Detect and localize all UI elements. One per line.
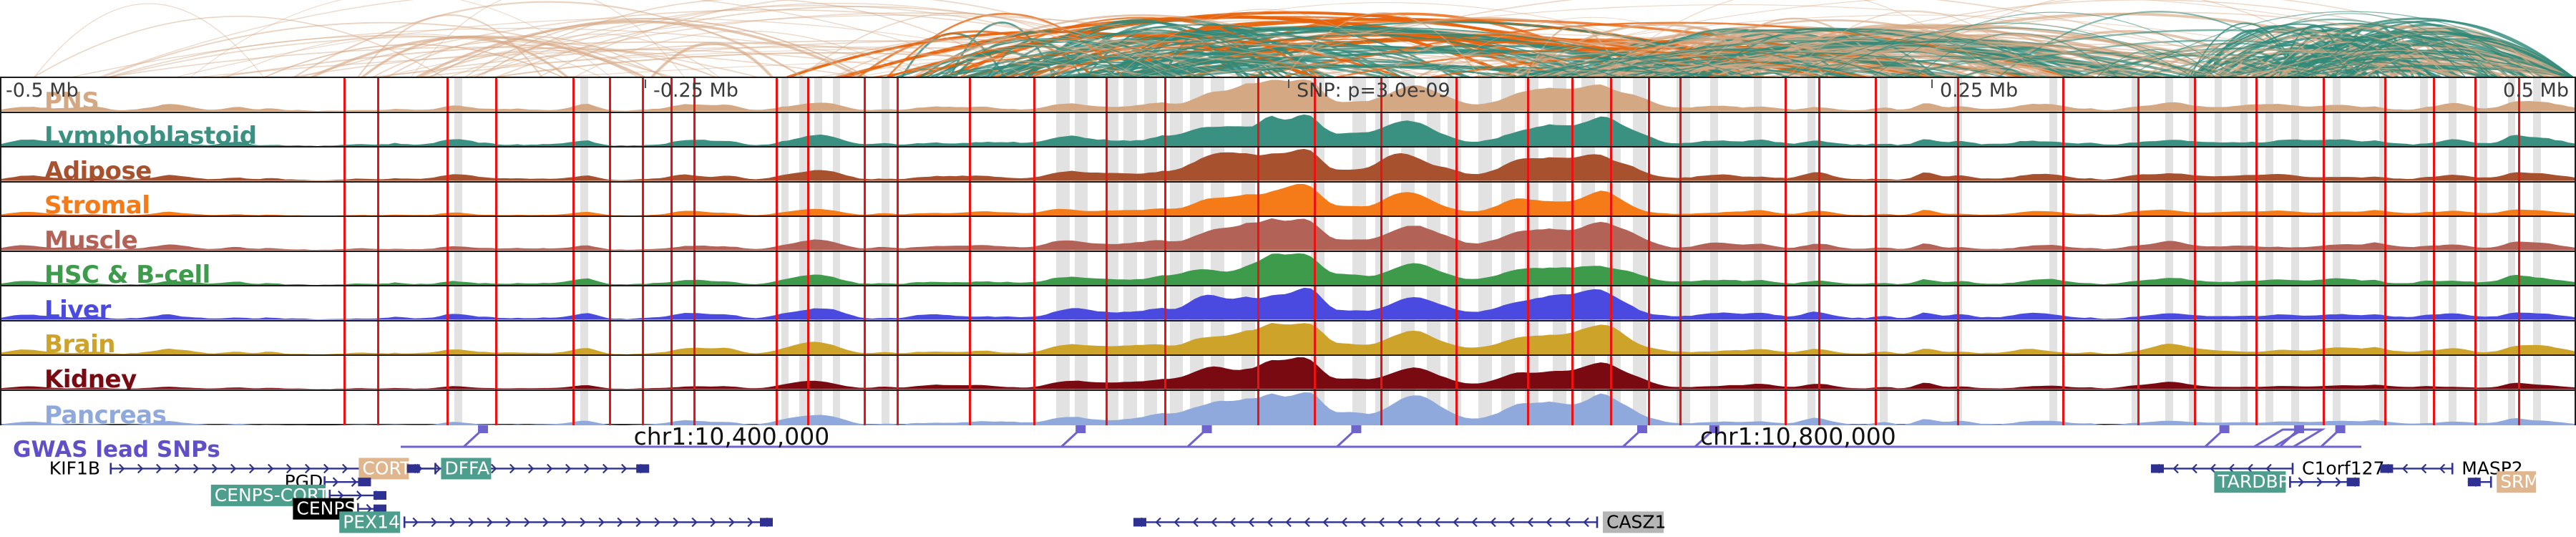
gene-label-CORT: CORT — [362, 458, 411, 478]
gene-label-KIF1B: KIF1B — [49, 458, 100, 478]
track-row-adipose: Adipose — [1, 147, 2575, 183]
gene-label-DFFA: DFFA — [444, 458, 489, 478]
signal-profile-adipose — [1, 148, 2575, 181]
annotation-panel: GWAS lead SNPs chr1:10,400,000 chr1:10,8… — [0, 422, 2576, 537]
signal-profile-muscle — [1, 218, 2575, 251]
gene-label-C1orf127: C1orf127 — [2302, 458, 2384, 478]
gene-SRM[interactable]: SRM — [2467, 471, 2540, 493]
gene-CORT[interactable]: CORT — [358, 458, 411, 480]
gene-CENPS[interactable]: CENPS — [293, 498, 386, 520]
track-label-kidney: Kidney — [44, 364, 137, 391]
credible-snp-tick-layer — [1, 112, 2575, 146]
coordinate-label-left: chr1:10,400,000 — [633, 422, 830, 450]
track-label-adipose: Adipose — [44, 156, 152, 183]
credible-snp-tick-layer — [1, 78, 2575, 112]
track-label-liver: Liver — [44, 295, 111, 321]
gene-label-CASZ1: CASZ1 — [1606, 511, 1666, 532]
axis-tick — [1288, 79, 1289, 88]
gwas-lead-snp-track — [401, 425, 2361, 448]
signal-profile-pancreas — [1, 392, 2575, 425]
track-row-brain: Brain — [1, 321, 2575, 356]
signal-profile-brain — [1, 322, 2575, 354]
track-row-lymphoblastoid: Lymphoblastoid — [1, 112, 2575, 147]
gene-label-PEX14: PEX14 — [343, 511, 400, 532]
gene-DFFA[interactable]: DFFA — [406, 458, 492, 480]
gene-C1orf127[interactable]: C1orf127 — [2151, 458, 2384, 478]
track-row-hsc-b-cell: HSC & B-cell — [1, 251, 2575, 286]
gene-CASZ1[interactable]: CASZ1 — [1133, 511, 1666, 533]
track-label-pns: PNS — [44, 87, 99, 113]
track-row-pancreas: Pancreas — [1, 390, 2575, 425]
signal-profile-lymphoblastoid — [1, 114, 2575, 146]
credible-snp-tick-layer — [1, 321, 2575, 354]
chromatin-interaction-arc-panel — [0, 0, 2576, 77]
credible-snp-tick-layer — [1, 286, 2575, 320]
axis-label-quarter-right: 0.25 Mb — [1940, 79, 2019, 102]
track-row-pns: PNS -0.5 Mb -0.25 Mb SNP: p=3.0e-09 0.25 Mb 0… — [1, 78, 2575, 113]
track-label-lymphoblastoid: Lymphoblastoid — [44, 122, 257, 147]
gene-TARDBP[interactable]: TARDBP — [2214, 471, 2360, 493]
gene-PEX14[interactable]: PEX14 — [339, 511, 773, 533]
credible-snp-tick-layer — [1, 217, 2575, 251]
track-label-pancreas: Pancreas — [44, 401, 167, 425]
track-label-brain: Brain — [44, 330, 116, 356]
credible-snp-tick-layer — [1, 182, 2575, 216]
credible-snp-tick-layer — [1, 390, 2575, 425]
signal-profile-hsc-b-cell — [1, 253, 2575, 285]
arc-svg — [33, 0, 2574, 77]
track-label-stromal: Stromal — [44, 191, 150, 217]
signal-profile-pns — [1, 79, 2575, 112]
axis-tick — [645, 79, 646, 88]
gwas-lead-snps-label: GWAS lead SNPs — [13, 437, 220, 463]
track-label-muscle: Muscle — [44, 226, 138, 252]
track-row-muscle: Muscle — [1, 217, 2575, 252]
credible-snp-tick-layer — [1, 356, 2575, 390]
track-row-liver: Liver — [1, 286, 2575, 321]
credible-snp-tick-layer — [1, 147, 2575, 181]
signal-track-panel: PNS -0.5 Mb -0.25 Mb SNP: p=3.0e-09 0.25 Mb 0… — [0, 77, 2576, 425]
gene-CENPS-CORT[interactable]: CENPS-CORT — [210, 484, 386, 506]
axis-tick — [1931, 79, 1933, 88]
axis-label-quarter-left: -0.25 Mb — [653, 79, 738, 102]
coordinate-label-right: chr1:10,800,000 — [1700, 422, 1896, 450]
track-row-stromal: Stromal — [1, 182, 2575, 217]
track-label-hsc-b-cell: HSC & B-cell — [44, 261, 210, 286]
axis-label-right: 0.5 Mb — [2503, 79, 2569, 102]
axis-label-left: -0.5 Mb — [6, 79, 79, 102]
gene-label-TARDBP: TARDBP — [2217, 471, 2288, 492]
track-row-kidney: Kidney — [1, 356, 2575, 391]
signal-profile-stromal — [1, 183, 2575, 216]
credible-snp-tick-layer — [1, 251, 2575, 285]
axis-label-center-snp: SNP: p=3.0e-09 — [1297, 79, 1450, 102]
gene-KIF1B[interactable]: KIF1B — [49, 458, 650, 478]
signal-profile-kidney — [1, 357, 2575, 390]
gene-label-SRM: SRM — [2500, 471, 2540, 492]
signal-profile-liver — [1, 287, 2575, 320]
